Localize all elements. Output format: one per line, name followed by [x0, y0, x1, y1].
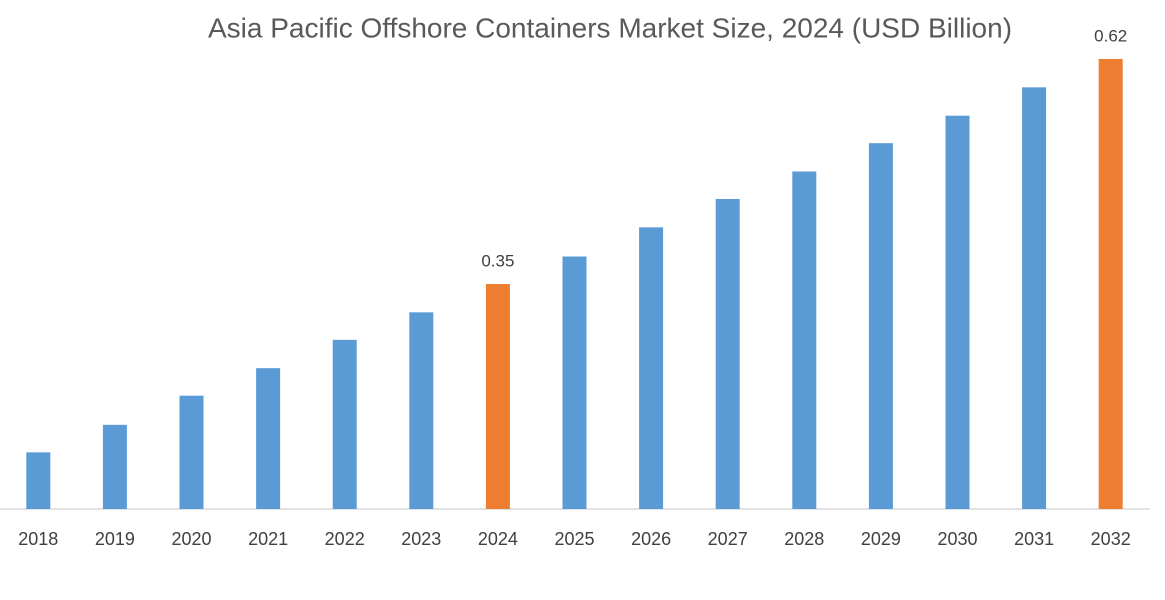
bar — [102, 424, 127, 509]
bar — [179, 395, 204, 509]
bar — [26, 452, 51, 509]
bar — [409, 312, 434, 509]
bar — [715, 199, 740, 509]
x-tick-label: 2027 — [708, 529, 748, 549]
bar — [1022, 87, 1047, 509]
x-tick-label: 2029 — [861, 529, 901, 549]
x-tick-label: 2018 — [18, 529, 58, 549]
x-tick-label: 2030 — [937, 529, 977, 549]
bar — [256, 368, 281, 509]
x-tick-label: 2020 — [171, 529, 211, 549]
bar — [945, 115, 970, 510]
x-tick-label: 2031 — [1014, 529, 1054, 549]
x-tick-label: 2032 — [1091, 529, 1131, 549]
bar — [639, 227, 664, 510]
bar — [792, 171, 817, 509]
bar — [332, 339, 357, 509]
x-tick-label: 2024 — [478, 529, 518, 549]
bar — [1098, 59, 1123, 509]
data-label: 0.62 — [1094, 26, 1127, 45]
bar — [868, 143, 893, 509]
x-tick-label: 2019 — [95, 529, 135, 549]
x-tick-label: 2023 — [401, 529, 441, 549]
chart-title: Asia Pacific Offshore Containers Market … — [208, 12, 1012, 43]
data-label: 0.35 — [481, 251, 514, 270]
x-tick-label: 2026 — [631, 529, 671, 549]
x-tick-label: 2028 — [784, 529, 824, 549]
bar — [562, 256, 587, 509]
bar — [485, 284, 510, 509]
x-tick-label: 2025 — [554, 529, 594, 549]
x-tick-label: 2022 — [325, 529, 365, 549]
x-tick-label: 2021 — [248, 529, 288, 549]
